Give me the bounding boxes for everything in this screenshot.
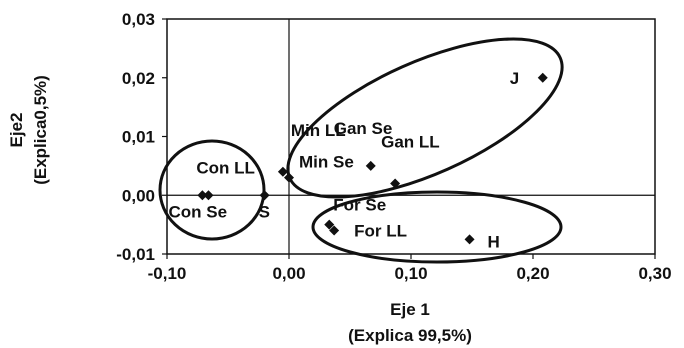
x-tick-label: 0,00 (272, 264, 305, 283)
y-tick-label: -0,01 (116, 245, 155, 264)
x-tick-label: -0,10 (148, 264, 187, 283)
data-points (197, 72, 548, 245)
y-axis-subtitle: (Explica0,5%) (31, 75, 50, 185)
point-label-min-se: Min Se (299, 153, 354, 172)
point-label-min-ll: Min LL (291, 121, 346, 140)
point-h (464, 234, 475, 245)
y-ticks: -0,01 0,00 0,01 0,02 0,03 (116, 10, 167, 264)
x-ticks: -0,10 0,00 0,10 0,20 0,30 (148, 254, 672, 283)
point-con-se (203, 190, 214, 201)
point-con-ll (197, 190, 208, 201)
y-tick-label: 0,02 (122, 69, 155, 88)
x-axis-subtitle: (Explica 99,5%) (348, 326, 472, 345)
y-axis-title: Eje2 (7, 113, 26, 148)
point-label-j: J (510, 69, 519, 88)
point-for-ll (329, 225, 340, 236)
x-tick-label: 0,30 (638, 264, 671, 283)
point-j (537, 72, 548, 83)
point-label-gan-se: Gan Se (334, 119, 393, 138)
point-label-for-ll: For LL (354, 222, 407, 241)
point-label-h: H (488, 232, 500, 251)
point-min-se (284, 172, 294, 183)
y-tick-label: 0,01 (122, 128, 155, 147)
point-gan-se (365, 160, 376, 171)
point-label-con-ll: Con LL (196, 158, 255, 177)
point-gan-ll (390, 178, 401, 189)
ellipse-group-for-h (311, 190, 563, 264)
ellipse-group-con (158, 139, 266, 241)
x-tick-label: 0,20 (516, 264, 549, 283)
point-min-ll (277, 166, 288, 177)
point-label-con-se: Con Se (168, 202, 227, 221)
x-axis-title: Eje 1 (390, 300, 430, 319)
x-tick-label: 0,10 (394, 264, 427, 283)
point-label-gan-ll: Gan LL (381, 133, 440, 152)
point-label-for-se: For Se (333, 196, 386, 215)
ellipse-group-gan-min-j (286, 37, 564, 199)
point-s (259, 190, 270, 201)
point-label-s: S (259, 202, 270, 221)
point-for-se (324, 219, 335, 230)
y-tick-label: 0,03 (122, 10, 155, 29)
y-tick-label: 0,00 (122, 186, 155, 205)
